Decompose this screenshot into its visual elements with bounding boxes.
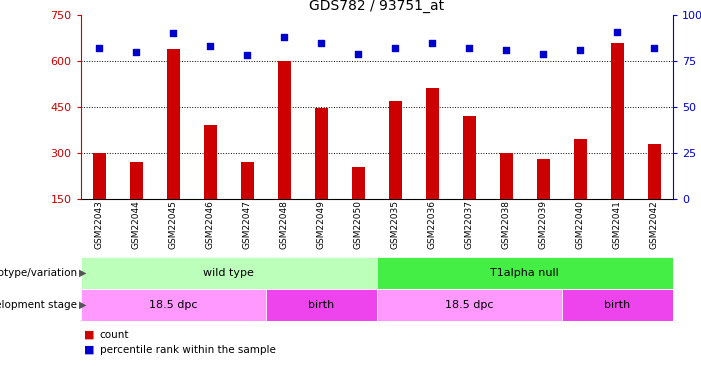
Point bbox=[649, 45, 660, 51]
Text: GSM22042: GSM22042 bbox=[650, 201, 659, 249]
Bar bbox=[240, 162, 254, 199]
Text: birth: birth bbox=[308, 300, 334, 310]
Point bbox=[278, 34, 290, 40]
Bar bbox=[377, 257, 673, 289]
Bar bbox=[500, 153, 513, 199]
Text: count: count bbox=[100, 330, 129, 339]
Bar bbox=[167, 49, 179, 199]
Text: 18.5 dpc: 18.5 dpc bbox=[149, 300, 198, 310]
Bar bbox=[266, 289, 377, 321]
Text: GSM22041: GSM22041 bbox=[613, 201, 622, 249]
Text: birth: birth bbox=[604, 300, 631, 310]
Point bbox=[390, 45, 401, 51]
Point bbox=[575, 47, 586, 53]
Text: GSM22037: GSM22037 bbox=[465, 201, 474, 249]
Bar bbox=[537, 159, 550, 199]
Text: GSM22040: GSM22040 bbox=[576, 201, 585, 249]
Bar bbox=[81, 289, 266, 321]
Bar bbox=[377, 289, 562, 321]
Text: GSM22049: GSM22049 bbox=[317, 201, 326, 249]
Bar bbox=[315, 108, 328, 199]
Bar bbox=[204, 125, 217, 199]
Point bbox=[242, 53, 253, 58]
Point bbox=[315, 40, 327, 46]
Bar bbox=[81, 257, 377, 289]
Text: percentile rank within the sample: percentile rank within the sample bbox=[100, 345, 275, 354]
Point bbox=[538, 51, 549, 57]
Bar bbox=[278, 61, 291, 199]
Text: T1alpha null: T1alpha null bbox=[491, 268, 559, 278]
Title: GDS782 / 93751_at: GDS782 / 93751_at bbox=[309, 0, 444, 13]
Bar bbox=[648, 144, 661, 199]
Text: wild type: wild type bbox=[203, 268, 254, 278]
Bar bbox=[574, 139, 587, 199]
Bar bbox=[352, 166, 365, 199]
Text: GSM22045: GSM22045 bbox=[169, 201, 177, 249]
Text: ■: ■ bbox=[84, 330, 95, 339]
Text: ▶: ▶ bbox=[79, 268, 86, 278]
Bar bbox=[426, 88, 439, 199]
Text: GSM22050: GSM22050 bbox=[354, 201, 363, 249]
Text: GSM22048: GSM22048 bbox=[280, 201, 289, 249]
Text: GSM22043: GSM22043 bbox=[95, 201, 104, 249]
Point bbox=[427, 40, 438, 46]
Text: ■: ■ bbox=[84, 345, 95, 354]
Point bbox=[93, 45, 104, 51]
Text: genotype/variation: genotype/variation bbox=[0, 268, 77, 278]
Bar bbox=[463, 116, 476, 199]
Text: 18.5 dpc: 18.5 dpc bbox=[445, 300, 494, 310]
Point bbox=[205, 43, 216, 49]
Text: GSM22035: GSM22035 bbox=[390, 201, 400, 249]
Point bbox=[168, 30, 179, 36]
Text: GSM22038: GSM22038 bbox=[502, 201, 511, 249]
Text: GSM22036: GSM22036 bbox=[428, 201, 437, 249]
Bar bbox=[389, 101, 402, 199]
Bar bbox=[562, 289, 673, 321]
Text: GSM22044: GSM22044 bbox=[132, 201, 141, 249]
Bar bbox=[93, 153, 106, 199]
Point bbox=[464, 45, 475, 51]
Text: GSM22047: GSM22047 bbox=[243, 201, 252, 249]
Point bbox=[612, 28, 623, 34]
Bar bbox=[130, 162, 142, 199]
Point bbox=[130, 49, 142, 55]
Text: development stage: development stage bbox=[0, 300, 77, 310]
Text: GSM22039: GSM22039 bbox=[539, 201, 548, 249]
Bar bbox=[611, 43, 624, 199]
Point bbox=[501, 47, 512, 53]
Text: GSM22046: GSM22046 bbox=[205, 201, 215, 249]
Text: ▶: ▶ bbox=[79, 300, 86, 310]
Point bbox=[353, 51, 364, 57]
